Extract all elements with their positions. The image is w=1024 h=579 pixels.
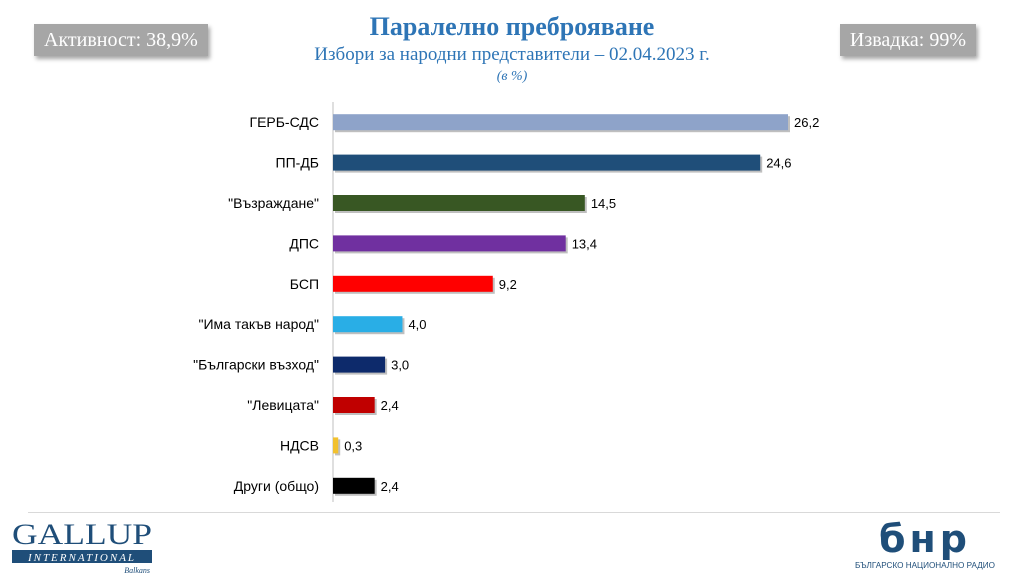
category-label: "Има такъв народ" (199, 316, 320, 332)
gallup-region: Balkans (124, 566, 150, 574)
chart-subtitle: Избори за народни представители – 02.04.… (314, 44, 710, 65)
chart-title: Паралелно преброяване (369, 12, 655, 41)
sample-badge: Извадка: 99% (839, 24, 976, 56)
category-label: "Възраждане" (228, 195, 319, 211)
gallup-sub: INTERNATIONAL (27, 552, 136, 564)
bar (333, 477, 375, 494)
bar (333, 195, 585, 211)
bar (333, 114, 788, 131)
gallup-name: GALLUP (12, 518, 152, 551)
bars-layer: ГЕРБ-СДС 26,2 ПП-ДБ 24,6 "Възраждане" 14,5 ДПС… (193, 114, 819, 496)
value-label: 13,4 (572, 236, 597, 251)
bar (333, 356, 386, 373)
category-label: "Български възход" (193, 357, 319, 373)
category-label: ГЕРБ-СДС (249, 114, 319, 130)
value-label: 24,6 (766, 156, 791, 171)
value-label: 2,4 (381, 479, 399, 494)
bar (333, 437, 339, 454)
value-label: 26,2 (794, 115, 819, 130)
category-label: ДПС (289, 235, 319, 251)
bar (333, 154, 761, 171)
category-label: НДСВ (280, 437, 319, 453)
footer-divider (28, 512, 1000, 513)
bnr-mark: бнр (879, 518, 971, 561)
bar (333, 397, 375, 413)
category-label: ПП-ДБ (276, 155, 319, 171)
bar (333, 316, 403, 333)
value-label: 14,5 (591, 196, 616, 211)
category-label: Други (общо) (234, 478, 319, 494)
turnout-badge: Активност: 38,9% (34, 24, 208, 56)
value-label: 9,2 (499, 277, 517, 292)
value-label: 4,0 (408, 317, 426, 332)
bnr-logo: бнр БЪЛГАРСКО НАЦИОНАЛНО РАДИО (850, 517, 1010, 577)
bar (333, 235, 566, 252)
gallup-logo: GALLUP INTERNATIONAL Balkans (12, 518, 162, 579)
category-label: "Левицата" (247, 397, 319, 413)
chart-unit: (в %) (496, 69, 528, 84)
value-label: 2,4 (381, 398, 399, 413)
category-label: БСП (290, 276, 319, 292)
bnr-caption: БЪЛГАРСКО НАЦИОНАЛНО РАДИО (855, 560, 995, 570)
bar (333, 275, 493, 292)
value-label: 0,3 (344, 438, 362, 453)
value-label: 3,0 (391, 358, 409, 373)
